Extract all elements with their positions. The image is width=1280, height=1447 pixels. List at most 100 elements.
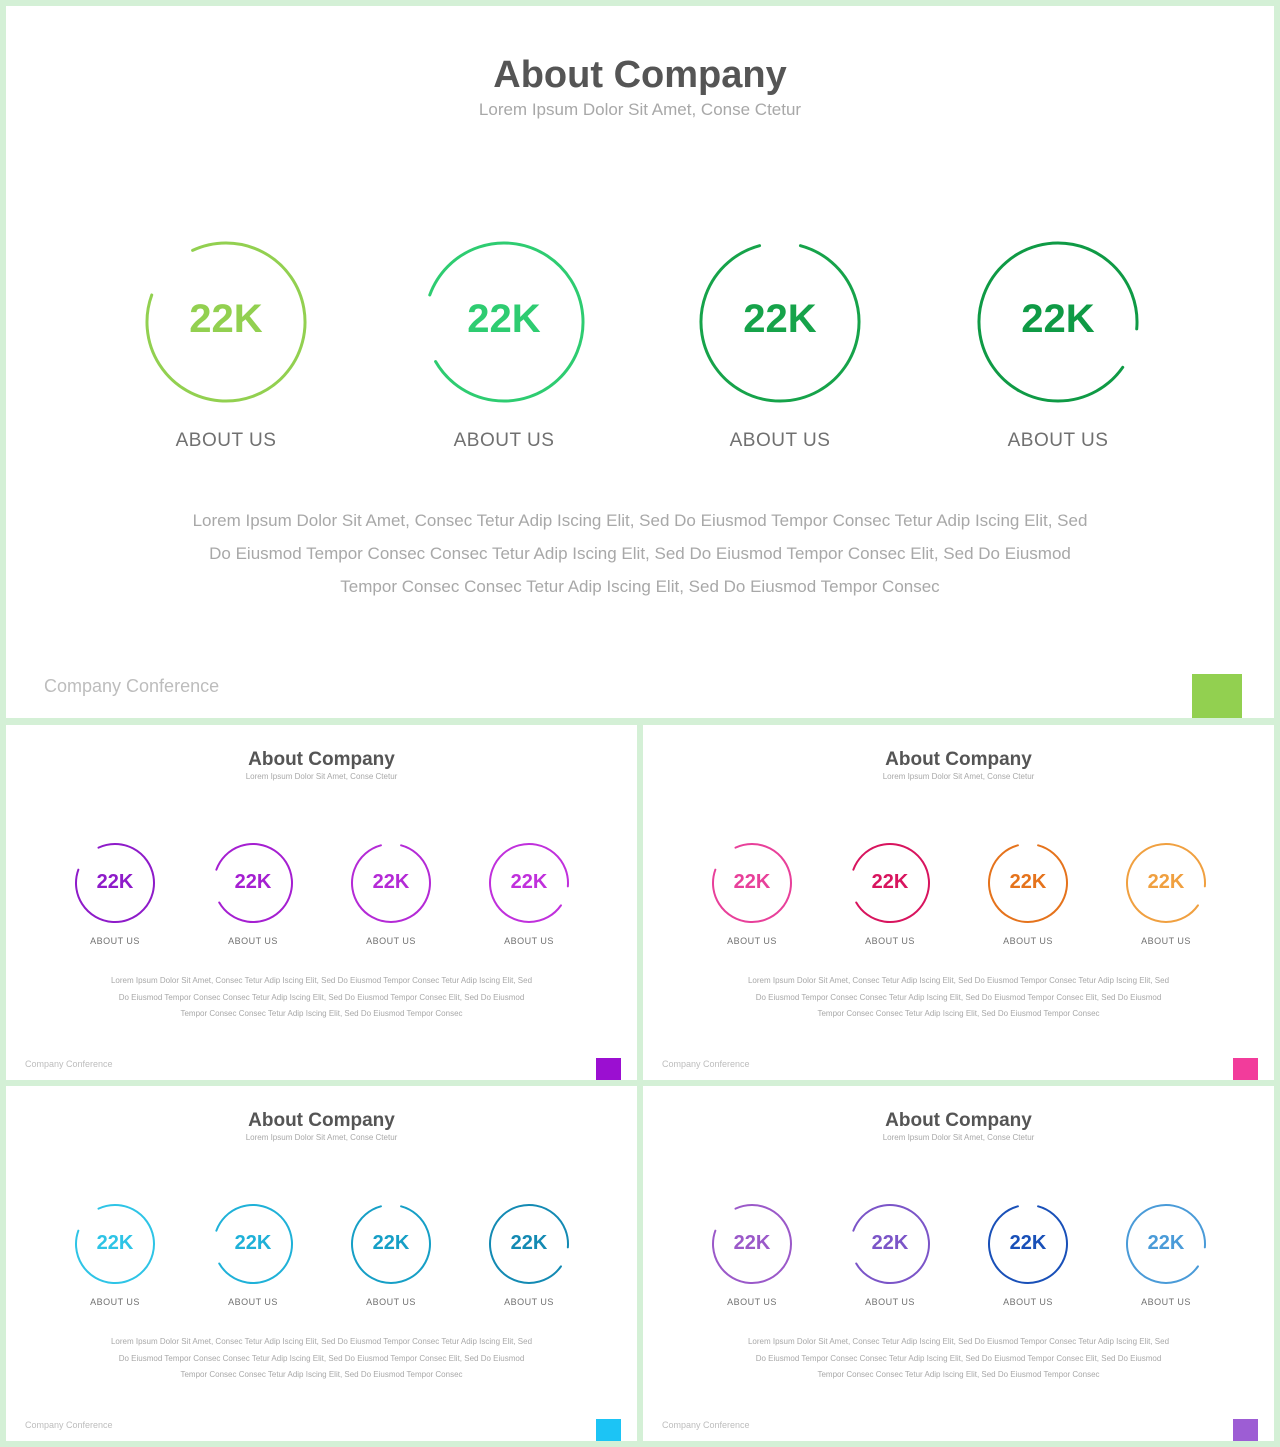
ring-arc-svg (75, 843, 155, 923)
ring-arc (215, 843, 293, 923)
stat-ring-2: 22K (212, 1203, 294, 1285)
slide-subtitle: Lorem Ipsum Dolor Sit Amet, Conse Ctetur (882, 772, 1035, 781)
stat-ring-4: 22K (976, 240, 1140, 404)
ring-arc (75, 843, 155, 923)
body-line: Tempor Consec Consec Tetur Adip Iscing E… (340, 577, 940, 596)
body-line: Lorem Ipsum Dolor Sit Amet, Consec Tetur… (110, 976, 533, 985)
stat-ring-2: 22K (849, 842, 931, 924)
stat-label: ABOUT US (228, 936, 278, 946)
body-line: Lorem Ipsum Dolor Sit Amet, Consec Tetur… (110, 1337, 533, 1346)
stat-label: ABOUT US (228, 1297, 278, 1307)
stat-ring-3: 22K (350, 842, 432, 924)
stat-label: ABOUT US (504, 936, 554, 946)
footer-text: Company Conference (25, 1420, 113, 1430)
stat-value: 22K (1009, 871, 1047, 893)
stat-ring-3: 22K (987, 842, 1069, 924)
ring-arc-svg (699, 244, 861, 403)
body-line: Do Eiusmod Tempor Consec Consec Tetur Ad… (755, 992, 1162, 1002)
ring-arc-svg (75, 1204, 155, 1284)
stat-ring-4: 22K (1125, 1203, 1207, 1285)
stat-ring-1: 22K (74, 842, 156, 924)
stat-value: 22K (372, 871, 410, 893)
stat-value: 22K (871, 1232, 909, 1254)
footer-text: Company Conference (25, 1059, 113, 1069)
body-line: Tempor Consec Consec Tetur Adip Iscing E… (817, 1009, 1100, 1018)
stat-ring-3: 22K (698, 240, 862, 404)
body-line: Do Eiusmod Tempor Consec Consec Tetur Ad… (118, 1353, 525, 1363)
body-line: Do Eiusmod Tempor Consec Consec Tetur Ad… (118, 992, 525, 1002)
ring-arc-svg (428, 241, 585, 403)
stat-label: ABOUT US (1007, 430, 1109, 451)
slide-title: About Company (885, 749, 1032, 770)
ring-arc-svg (1126, 843, 1206, 923)
ring-arc (712, 843, 792, 923)
stat-value: 22K (743, 297, 817, 341)
stat-value: 22K (733, 1232, 771, 1254)
body-paragraph: Lorem Ipsum Dolor Sit Amet, Consec Tetur… (6, 504, 1274, 603)
ring-arc-svg (489, 1204, 569, 1284)
ring-arc (75, 1204, 155, 1284)
stat-value: 22K (1009, 1232, 1047, 1254)
ring-arc-svg (351, 844, 431, 923)
ring-arc-svg (215, 843, 293, 923)
stat-value: 22K (510, 1232, 548, 1254)
slide-title: About Company (248, 1110, 395, 1131)
stat-value: 22K (189, 297, 263, 341)
ring-arc (1126, 843, 1206, 923)
footer-text: Company Conference (662, 1420, 750, 1430)
stat-label: ABOUT US (1003, 936, 1053, 946)
stat-label: ABOUT US (1003, 1297, 1053, 1307)
slide-subtitle: Lorem Ipsum Dolor Sit Amet, Conse Ctetur (478, 100, 802, 119)
slide-violet: About Company Lorem Ipsum Dolor Sit Amet… (643, 1086, 1274, 1441)
body-line: Do Eiusmod Tempor Consec Consec Tetur Ad… (209, 544, 1071, 563)
stat-ring-3: 22K (987, 1203, 1069, 1285)
accent-square (1192, 674, 1242, 718)
slide-purple: About Company Lorem Ipsum Dolor Sit Amet… (6, 725, 637, 1080)
slide-subtitle: Lorem Ipsum Dolor Sit Amet, Conse Ctetur (245, 1133, 398, 1142)
ring-arc (428, 241, 585, 403)
stat-label: ABOUT US (727, 936, 777, 946)
slide-main: About Company Lorem Ipsum Dolor Sit Amet… (6, 6, 1274, 718)
body-paragraph: Lorem Ipsum Dolor Sit Amet, Consec Tetur… (6, 973, 637, 1023)
body-paragraph: Lorem Ipsum Dolor Sit Amet, Consec Tetur… (643, 973, 1274, 1023)
stat-value: 22K (1021, 297, 1095, 341)
stat-label: ABOUT US (90, 1297, 140, 1307)
stat-ring-1: 22K (711, 1203, 793, 1285)
body-line: Tempor Consec Consec Tetur Adip Iscing E… (180, 1370, 463, 1379)
ring-arc (977, 241, 1139, 403)
stat-ring-4: 22K (1125, 842, 1207, 924)
ring-arc (145, 241, 307, 403)
accent-square (1233, 1058, 1258, 1080)
stat-label: ABOUT US (90, 936, 140, 946)
stat-value: 22K (234, 1232, 272, 1254)
stat-ring-4: 22K (488, 1203, 570, 1285)
stat-value: 22K (1147, 871, 1185, 893)
stat-value: 22K (871, 871, 909, 893)
accent-square (596, 1058, 621, 1080)
ring-arc (988, 1205, 1068, 1284)
stat-label: ABOUT US (1141, 936, 1191, 946)
stat-ring-1: 22K (711, 842, 793, 924)
ring-arc-svg (215, 1204, 293, 1284)
ring-arc-svg (145, 241, 307, 403)
footer-text: Company Conference (44, 676, 220, 696)
ring-arc (1126, 1204, 1206, 1284)
accent-square (1233, 1419, 1258, 1441)
stat-value: 22K (1147, 1232, 1185, 1254)
stat-ring-2: 22K (422, 240, 586, 404)
accent-square (596, 1419, 621, 1441)
ring-arc (215, 1204, 293, 1284)
ring-arc-svg (852, 1204, 930, 1284)
stat-label: ABOUT US (453, 430, 555, 451)
body-line: Tempor Consec Consec Tetur Adip Iscing E… (180, 1009, 463, 1018)
slide-title: About Company (493, 54, 787, 96)
stat-value: 22K (733, 871, 771, 893)
ring-arc-svg (489, 843, 569, 923)
body-line: Do Eiusmod Tempor Consec Consec Tetur Ad… (755, 1353, 1162, 1363)
stat-value: 22K (96, 1232, 134, 1254)
ring-arc (699, 244, 861, 403)
ring-arc (351, 1205, 431, 1284)
stat-label: ABOUT US (865, 936, 915, 946)
stat-value: 22K (234, 871, 272, 893)
slide-subtitle: Lorem Ipsum Dolor Sit Amet, Conse Ctetur (245, 772, 398, 781)
